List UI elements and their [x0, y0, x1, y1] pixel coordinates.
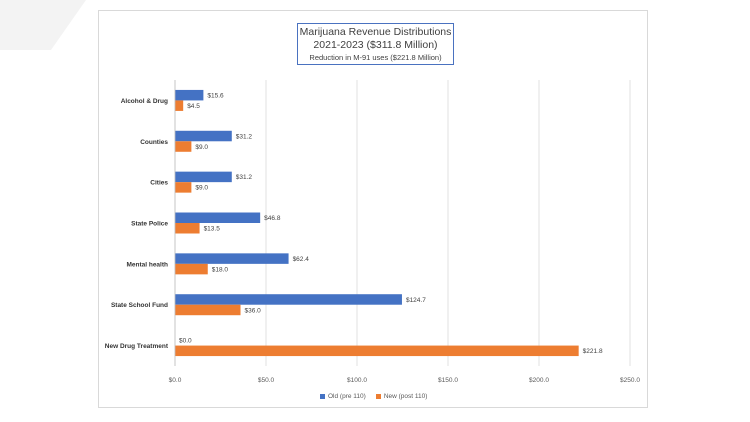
data-label: $15.6 — [207, 92, 224, 99]
bar-new — [175, 304, 241, 316]
bar-new — [175, 182, 192, 193]
data-label: $124.7 — [406, 297, 426, 304]
chart-title-box: Marijuana Revenue Distributions 2021-202… — [297, 23, 454, 65]
chart-frame — [98, 10, 648, 408]
data-label: $0.0 — [179, 338, 192, 345]
data-label: $9.0 — [195, 144, 208, 151]
category-label: Mental health — [126, 261, 168, 268]
legend-label-old: Old (pre 110) — [328, 393, 366, 400]
bar-old — [175, 212, 261, 223]
bar-new — [175, 141, 192, 152]
bar-old — [175, 253, 289, 264]
x-tick-label: $100.0 — [347, 377, 367, 384]
bar-new — [175, 263, 208, 275]
bar-new — [175, 100, 184, 111]
category-label: Counties — [140, 139, 168, 146]
data-label: $31.2 — [236, 133, 253, 140]
category-label: Alcohol & Drug — [121, 98, 168, 105]
data-label: $13.5 — [204, 226, 221, 233]
category-label: New Drug Treatment — [105, 343, 169, 350]
legend-item-new: New (post 110) — [375, 393, 428, 400]
data-label: $31.2 — [236, 174, 253, 181]
bar-new — [175, 345, 579, 357]
category-label: State Police — [131, 221, 168, 228]
bar-old — [175, 130, 232, 142]
x-tick-label: $150.0 — [438, 377, 458, 384]
chart-subtitle: Reduction in M-91 uses ($221.8 Million) — [309, 53, 442, 62]
legend-item-old: Old (pre 110) — [320, 393, 366, 400]
data-label: $36.0 — [245, 307, 262, 314]
bar-old — [175, 89, 204, 101]
data-label: $46.8 — [264, 215, 281, 222]
chart-title: Marijuana Revenue Distributions — [299, 26, 452, 38]
category-label: State School Fund — [111, 302, 168, 309]
bar-old — [175, 294, 402, 305]
chart-legend: Old (pre 110) New (post 110) — [320, 393, 427, 400]
category-label: Cities — [150, 180, 168, 187]
data-label: $18.0 — [212, 266, 229, 273]
chart-title-line2: 2021-2023 ($311.8 Million) — [313, 39, 438, 51]
x-tick-label: $50.0 — [258, 377, 275, 384]
legend-label-new: New (post 110) — [383, 393, 428, 400]
bar-new — [175, 223, 200, 234]
x-tick-label: $250.0 — [620, 377, 640, 384]
data-label: $221.8 — [583, 348, 603, 355]
x-tick-label: $0.0 — [169, 377, 182, 384]
data-label: $4.5 — [187, 103, 200, 110]
legend-swatch-old — [320, 394, 325, 399]
bar-old — [175, 171, 232, 183]
data-label: $62.4 — [293, 256, 310, 263]
legend-swatch-new — [375, 394, 381, 399]
data-label: $9.0 — [195, 185, 208, 192]
x-tick-label: $200.0 — [529, 377, 549, 384]
